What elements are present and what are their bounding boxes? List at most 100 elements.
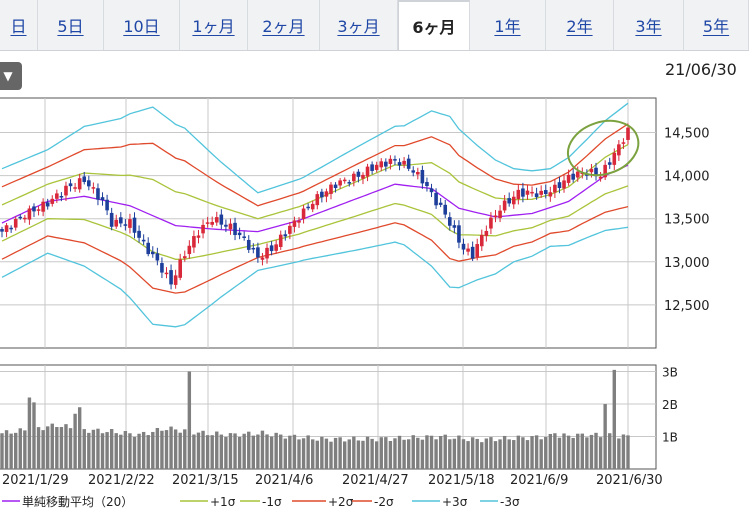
volume-bar — [146, 435, 150, 469]
candle-up — [91, 187, 96, 189]
legend-label: +3σ — [442, 495, 468, 509]
x-tick-label: 2021/2/22 — [88, 473, 155, 488]
volume-bar — [356, 440, 361, 469]
tab-1[interactable]: 5日 — [38, 0, 104, 50]
volume-bar — [320, 436, 324, 469]
candle-up — [388, 158, 393, 164]
tab-4[interactable]: 2ヶ月 — [248, 0, 320, 50]
volume-bar — [489, 437, 493, 469]
candle-up — [23, 217, 27, 220]
volume-bar — [251, 435, 256, 469]
volume-bar — [406, 439, 411, 469]
candle-up — [297, 220, 301, 223]
candle-up — [379, 161, 384, 168]
candle-up — [539, 190, 543, 195]
volume-bar — [580, 433, 585, 469]
candle-down — [256, 247, 260, 258]
candle-up — [27, 208, 32, 220]
candle-down — [100, 197, 105, 201]
volume-bar — [338, 437, 342, 469]
volume-bar — [315, 440, 319, 469]
candle-down — [429, 188, 434, 193]
volume-bar — [534, 435, 539, 469]
candle-down — [393, 159, 397, 161]
candle-down — [470, 246, 475, 259]
volume-bar — [379, 437, 383, 469]
volume-bar — [205, 435, 210, 469]
volume-bar — [169, 426, 173, 469]
candle-up — [361, 174, 365, 179]
x-tick-label: 2021/4/27 — [342, 473, 409, 488]
volume-bar — [402, 439, 406, 469]
x-tick-label: 2021/3/15 — [172, 473, 239, 488]
candle-up — [489, 217, 493, 229]
candle-up — [196, 235, 201, 238]
candle-down — [347, 182, 352, 184]
volume-bar — [621, 434, 626, 469]
volume-bar — [457, 435, 461, 469]
candle-down — [420, 169, 425, 184]
candle-up — [589, 168, 594, 173]
volume-bar — [260, 430, 265, 469]
volume-bar — [553, 433, 557, 469]
candle-down — [160, 263, 164, 273]
candle-up — [365, 166, 370, 177]
volume-bar — [247, 431, 251, 469]
candle-up — [187, 245, 192, 255]
candle-down — [434, 192, 438, 206]
tab-3[interactable]: 1ヶ月 — [180, 0, 248, 50]
candle-down — [68, 183, 73, 187]
band-minus3-sigma — [1, 226, 629, 328]
candle-down — [447, 217, 452, 226]
volume-bar — [434, 439, 438, 469]
volume-bar — [128, 433, 132, 469]
tab-5[interactable]: 3ヶ月 — [320, 0, 398, 50]
volume-bar — [274, 432, 278, 469]
volume-bar — [242, 433, 246, 469]
volume-bar — [461, 439, 466, 469]
volume-bar — [329, 441, 333, 469]
candle-up — [41, 201, 45, 212]
tab-6[interactable]: 6ヶ月 — [398, 0, 470, 50]
candle-down — [306, 206, 310, 209]
candle-up — [274, 244, 278, 251]
volume-bar — [50, 423, 54, 469]
triangle-down-icon: ▼ — [3, 69, 13, 83]
candle-down — [356, 171, 361, 177]
volume-bar — [365, 436, 370, 469]
tab-8[interactable]: 2年 — [546, 0, 614, 50]
volume-bar — [384, 437, 388, 469]
volume-bar — [311, 439, 315, 469]
legend-label: -2σ — [374, 495, 394, 509]
candle-up — [77, 178, 82, 190]
volume-bar — [196, 432, 201, 469]
tab-9[interactable]: 3年 — [614, 0, 684, 50]
candle-up — [502, 200, 507, 211]
tab-7[interactable]: 1年 — [470, 0, 546, 50]
volume-bar — [210, 435, 214, 469]
candle-down — [406, 158, 411, 169]
candle-up — [525, 190, 530, 195]
volume-bar — [438, 436, 443, 469]
volume-bar — [452, 438, 457, 469]
annotation-ellipse — [566, 119, 640, 177]
volume-bar — [370, 438, 374, 469]
candle-down — [119, 217, 123, 224]
candle-up — [329, 184, 333, 194]
volume-bar — [215, 431, 219, 469]
volume-bar — [530, 436, 534, 469]
volume-bar — [626, 435, 630, 469]
candle-up — [475, 244, 480, 257]
volume-bar — [374, 441, 379, 469]
candle-up — [288, 225, 292, 234]
tab-0[interactable]: 日 — [0, 0, 38, 50]
volume-bar — [571, 437, 575, 469]
chart-menu-button[interactable]: ▼ — [0, 62, 22, 90]
candle-up — [292, 220, 297, 227]
volume-bar — [9, 433, 13, 469]
candle-up — [265, 247, 269, 259]
volume-bar — [73, 413, 77, 469]
candle-down — [9, 227, 13, 230]
tab-2[interactable]: 10日 — [104, 0, 180, 50]
volume-bar — [288, 435, 292, 469]
